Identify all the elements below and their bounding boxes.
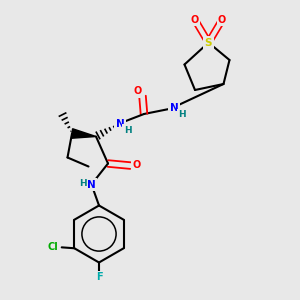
Text: O: O bbox=[132, 160, 141, 170]
Text: N: N bbox=[169, 103, 178, 113]
Text: O: O bbox=[134, 86, 142, 97]
Text: S: S bbox=[205, 38, 212, 48]
Text: N: N bbox=[116, 118, 124, 129]
Text: H: H bbox=[124, 126, 131, 135]
Text: O: O bbox=[191, 15, 199, 25]
Text: O: O bbox=[218, 15, 226, 25]
Text: F: F bbox=[96, 272, 102, 283]
Text: N: N bbox=[87, 179, 96, 190]
Text: H: H bbox=[79, 178, 86, 188]
Text: Cl: Cl bbox=[48, 242, 59, 252]
Polygon shape bbox=[71, 129, 96, 138]
Text: H: H bbox=[178, 110, 186, 119]
